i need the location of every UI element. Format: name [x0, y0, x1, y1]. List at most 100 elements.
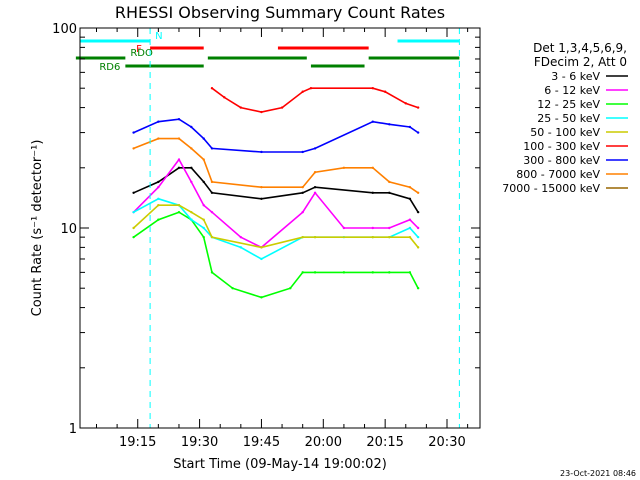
data-point — [202, 158, 205, 161]
data-point — [388, 226, 391, 230]
data-point — [239, 106, 243, 109]
data-point — [342, 271, 346, 274]
data-point — [301, 185, 304, 189]
data-point — [157, 137, 160, 140]
data-point — [408, 226, 412, 230]
y-axis-ticks: 1 10 100 — [52, 22, 480, 437]
data-point — [313, 235, 317, 239]
legend-entry-label: 25 - 50 keV — [537, 112, 600, 125]
data-point — [404, 102, 407, 105]
data-point — [190, 147, 193, 150]
legend: Det 1,3,4,5,6,9, FDecim 2, Att 0 3 - 6 k… — [502, 41, 628, 195]
legend-entry-label: 800 - 7000 keV — [516, 168, 600, 181]
data-point — [223, 96, 226, 99]
data-point — [260, 296, 263, 299]
data-point — [371, 271, 374, 274]
data-point — [371, 120, 374, 123]
data-point — [408, 235, 412, 239]
data-point — [157, 218, 160, 221]
data-point — [157, 204, 160, 207]
data-point — [202, 137, 205, 140]
data-point — [177, 166, 181, 169]
y-tick-label: 100 — [52, 22, 77, 37]
data-point — [388, 123, 391, 126]
data-point — [408, 197, 412, 200]
legend-entry-label: 50 - 100 keV — [530, 126, 600, 139]
flag-label-n: N — [155, 31, 162, 42]
legend-title-1: Det 1,3,4,5,6,9, — [533, 41, 627, 55]
data-point — [210, 87, 214, 90]
y-tick-label: 10 — [60, 222, 77, 237]
series-line — [133, 211, 419, 299]
legend-entry-label: 100 - 300 keV — [523, 140, 600, 153]
x-axis-ticks: 19:15 19:30 19:45 20:00 20:15 20:30 — [95, 28, 469, 450]
data-point — [260, 257, 263, 261]
data-point — [202, 226, 205, 230]
legend-entry-label: 6 - 12 keV — [544, 84, 600, 97]
data-point — [177, 158, 181, 161]
data-point — [371, 191, 374, 194]
data-point — [408, 271, 412, 274]
data-point — [177, 210, 181, 214]
data-point — [210, 235, 214, 239]
data-point — [371, 226, 374, 230]
x-tick-label: 19:30 — [181, 435, 218, 450]
x-tick-label: 19:45 — [243, 435, 280, 450]
data-point — [416, 235, 420, 239]
data-point — [416, 191, 420, 194]
data-point — [202, 180, 205, 184]
data-point — [342, 166, 346, 169]
data-point — [132, 147, 135, 150]
data-point — [157, 197, 160, 200]
legend-entry-label: 7000 - 15000 keV — [502, 182, 600, 195]
data-point — [210, 147, 214, 150]
data-point — [132, 191, 135, 194]
data-point — [157, 185, 160, 189]
data-point — [388, 191, 391, 194]
legend-entry-label: 3 - 6 keV — [551, 70, 600, 83]
data-point — [260, 185, 263, 189]
data-point — [408, 218, 412, 221]
legend-title-2: FDecim 2, Att 0 — [534, 55, 627, 69]
data-point — [313, 185, 317, 189]
data-point — [202, 204, 205, 207]
data-point — [342, 226, 346, 230]
data-point — [190, 125, 193, 129]
data-point — [416, 106, 420, 109]
series-layer — [132, 87, 420, 299]
series-line — [133, 137, 419, 194]
data-point — [190, 210, 193, 214]
data-point — [388, 180, 391, 184]
data-point — [177, 137, 181, 140]
data-point — [210, 191, 214, 194]
data-point — [190, 218, 193, 221]
flag-label-f: F — [136, 44, 142, 55]
data-point — [416, 226, 420, 230]
y-tick-label: 1 — [69, 422, 77, 437]
data-point — [371, 235, 374, 239]
data-point — [280, 106, 284, 109]
data-point — [383, 90, 387, 93]
x-tick-label: 19:15 — [119, 435, 156, 450]
legend-entry-label: 300 - 800 keV — [523, 154, 600, 167]
data-point — [416, 287, 420, 290]
data-point — [388, 271, 391, 274]
x-tick-label: 20:30 — [428, 435, 465, 450]
data-point — [408, 185, 412, 189]
data-point — [416, 210, 420, 214]
data-point — [260, 197, 263, 200]
data-point — [301, 210, 304, 214]
data-point — [313, 171, 317, 174]
x-tick-label: 20:00 — [305, 435, 342, 450]
data-point — [301, 150, 304, 154]
data-point — [239, 246, 243, 249]
data-point — [210, 180, 214, 184]
data-point — [157, 180, 160, 184]
chart-title: RHESSI Observing Summary Count Rates — [115, 3, 445, 22]
data-point — [301, 90, 304, 93]
data-point — [231, 287, 234, 290]
flag-label-rdo: RDO — [130, 48, 153, 59]
data-point — [313, 147, 317, 150]
